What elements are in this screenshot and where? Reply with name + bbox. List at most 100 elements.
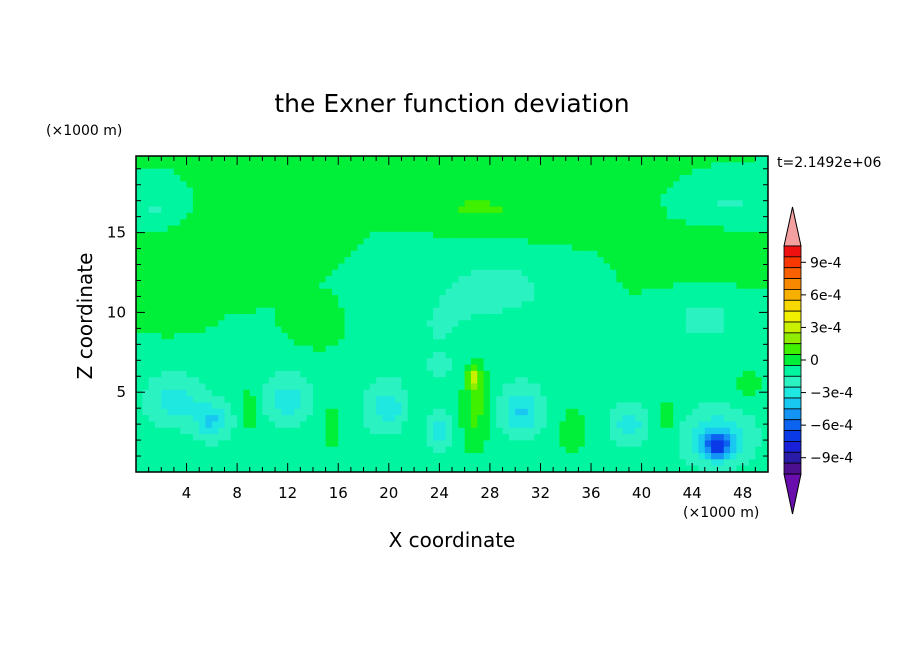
field-cell: [755, 314, 763, 321]
field-cell: [704, 301, 712, 309]
field-cell: [730, 358, 737, 366]
field-cell: [749, 187, 756, 195]
field-cell: [717, 345, 725, 353]
field-cell: [635, 421, 643, 429]
field-cell: [357, 301, 365, 309]
field-cell: [439, 174, 447, 182]
field-cell: [281, 193, 289, 201]
field-cell: [199, 370, 207, 378]
field-cell: [249, 396, 257, 404]
field-cell: [647, 225, 655, 233]
field-cell: [312, 301, 320, 309]
field-cell: [477, 174, 485, 182]
field-cell: [761, 219, 768, 227]
field-cell: [565, 326, 573, 334]
field-cell: [660, 276, 668, 283]
field-cell: [256, 408, 263, 416]
field-cell: [180, 168, 188, 176]
field-cell: [502, 181, 510, 189]
field-cell: [553, 219, 561, 227]
field-cell: [148, 288, 156, 296]
field-cell: [515, 219, 523, 227]
field-cell: [230, 440, 238, 448]
field-cell: [401, 244, 409, 252]
field-cell: [230, 383, 238, 391]
field-cell: [698, 320, 706, 328]
field-cell: [414, 364, 421, 372]
field-cell: [192, 434, 200, 441]
field-cell: [527, 396, 535, 404]
field-cell: [647, 402, 655, 410]
field-cell: [357, 326, 365, 334]
field-cell: [660, 326, 668, 334]
field-cell: [388, 269, 396, 277]
field-cell: [647, 288, 655, 296]
field-cell: [717, 453, 725, 460]
field-cell: [382, 156, 390, 163]
field-cell: [597, 288, 605, 296]
field-cell: [211, 446, 219, 454]
field-cell: [218, 446, 226, 454]
field-cell: [597, 465, 605, 472]
field-cell: [211, 402, 219, 410]
field-cell: [142, 440, 150, 448]
field-cell: [426, 434, 434, 441]
field-cell: [717, 225, 725, 233]
field-cell: [350, 187, 358, 195]
field-cell: [256, 156, 263, 163]
field-cell: [711, 326, 719, 334]
field-cell: [224, 465, 232, 472]
field-cell: [534, 332, 542, 340]
field-cell: [401, 187, 409, 195]
field-cell: [704, 288, 712, 296]
field-cell: [344, 370, 352, 378]
field-cell: [647, 408, 655, 416]
field-cell: [281, 345, 289, 353]
field-cell: [572, 453, 579, 460]
field-cell: [736, 282, 744, 290]
field-cell: [717, 415, 725, 423]
field-cell: [173, 276, 181, 283]
field-cell: [439, 250, 447, 258]
field-cell: [749, 389, 756, 397]
field-cell: [338, 396, 346, 404]
field-cell: [654, 156, 662, 163]
field-cell: [742, 225, 750, 233]
field-cell: [256, 219, 263, 227]
field-cell: [445, 377, 453, 385]
field-cell: [622, 364, 630, 372]
field-cell: [603, 465, 611, 472]
field-cell: [218, 295, 226, 302]
field-cell: [559, 396, 567, 404]
field-cell: [730, 427, 737, 435]
field-cell: [211, 238, 219, 246]
field-cell: [224, 162, 232, 170]
field-cell: [685, 377, 693, 385]
field-cell: [496, 288, 504, 296]
field-cell: [610, 263, 617, 271]
field-cell: [167, 282, 175, 290]
field-cell: [761, 320, 768, 328]
field-cell: [489, 174, 497, 182]
field-cell: [154, 206, 162, 214]
field-cell: [395, 440, 403, 448]
field-cell: [154, 282, 162, 290]
field-cell: [628, 206, 636, 214]
field-cell: [218, 421, 226, 429]
field-cell: [350, 383, 358, 391]
field-cell: [331, 326, 339, 334]
field-cell: [136, 257, 143, 265]
field-cell: [199, 358, 207, 366]
field-cell: [761, 162, 768, 170]
field-cell: [350, 181, 358, 189]
field-cell: [553, 465, 561, 472]
field-cell: [711, 193, 719, 201]
field-cell: [369, 434, 377, 441]
field-cell: [256, 295, 263, 302]
field-cell: [755, 206, 763, 214]
field-cell: [742, 434, 750, 441]
field-cell: [306, 402, 314, 410]
field-cell: [578, 358, 586, 366]
field-cell: [679, 162, 687, 170]
field-cell: [559, 301, 567, 309]
